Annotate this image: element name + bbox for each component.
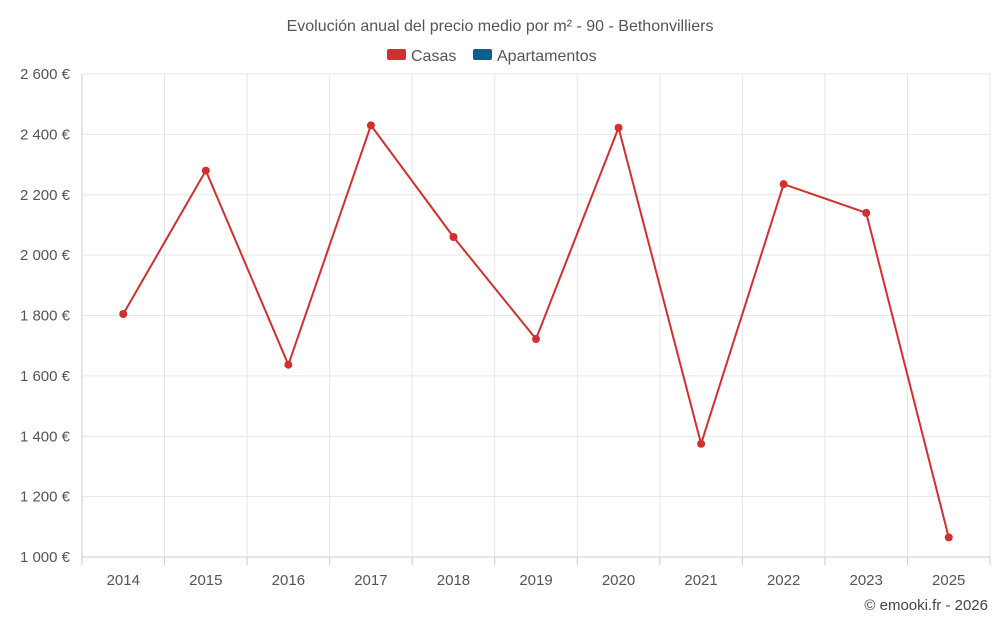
y-tick-label: 2 200 € bbox=[20, 187, 71, 204]
data-point-2022 bbox=[779, 180, 788, 189]
x-tick-label: 2021 bbox=[684, 572, 717, 589]
credit: © emooki.fr - 2026 bbox=[864, 597, 988, 614]
data-point-2016 bbox=[284, 360, 293, 369]
x-tick-label: 2022 bbox=[767, 572, 800, 589]
data-point-2019 bbox=[532, 335, 540, 344]
legend-item-apartamentos[interactable]: Apartamentos bbox=[473, 48, 597, 65]
grid bbox=[81, 73, 991, 558]
legend-swatch-apartamentos bbox=[473, 49, 492, 60]
x-tick-label: 2023 bbox=[849, 572, 882, 589]
x-tick-label: 2017 bbox=[354, 572, 387, 589]
x-axis: 2014 2015 2016 2017 2018 2019 2020 2021 2022 2023… bbox=[81, 557, 991, 589]
x-tick-label: 2015 bbox=[189, 572, 222, 589]
data-point-2017 bbox=[366, 121, 375, 130]
y-tick-label: 1 200 € bbox=[20, 489, 71, 506]
x-tick-label: 2014 bbox=[107, 572, 140, 589]
data-point-2023 bbox=[862, 208, 871, 217]
data-point-2025 bbox=[944, 533, 953, 542]
data-point-2015 bbox=[201, 166, 210, 175]
data-point-2020 bbox=[614, 123, 623, 132]
legend: Casas Apartamentos bbox=[387, 48, 597, 65]
y-tick-label: 2 600 € bbox=[20, 66, 71, 83]
x-tick-label: 2019 bbox=[519, 572, 552, 589]
x-tick-label: 2016 bbox=[272, 572, 305, 589]
y-axis: 1 000 € 1 200 € 1 400 € 1 600 € 1 800 € 2 000… bbox=[20, 66, 71, 566]
y-tick-label: 1 400 € bbox=[20, 428, 71, 445]
x-tick-label: 2018 bbox=[437, 572, 470, 589]
y-tick-label: 1 600 € bbox=[20, 368, 71, 385]
data-point-2021 bbox=[697, 439, 706, 448]
x-tick-label: 2020 bbox=[602, 572, 635, 589]
legend-item-casas[interactable]: Casas bbox=[387, 48, 456, 65]
y-tick-label: 2 000 € bbox=[20, 247, 71, 264]
data-point-2018 bbox=[449, 233, 458, 242]
legend-swatch-casas bbox=[387, 49, 406, 60]
plot-area bbox=[119, 121, 953, 542]
y-tick-label: 1 000 € bbox=[20, 549, 71, 566]
chart-title: Evolución anual del precio medio por m² … bbox=[287, 18, 714, 35]
legend-label-casas: Casas bbox=[411, 48, 456, 65]
y-tick-label: 1 800 € bbox=[20, 308, 71, 325]
x-tick-label: 2025 bbox=[932, 572, 965, 589]
data-point-2014 bbox=[119, 309, 128, 318]
legend-label-apartamentos: Apartamentos bbox=[497, 48, 597, 65]
y-tick-label: 2 400 € bbox=[20, 126, 71, 143]
